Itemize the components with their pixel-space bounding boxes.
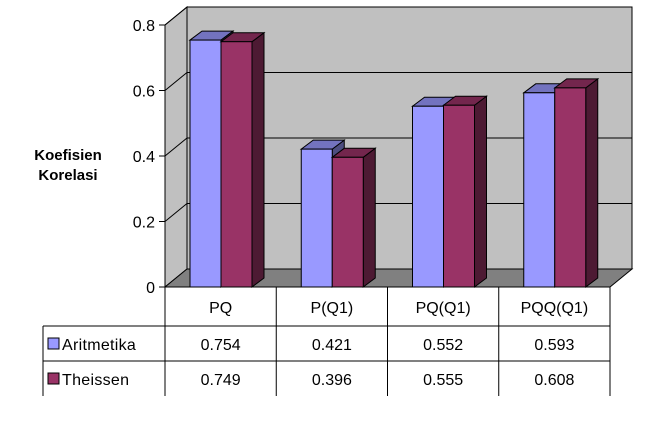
- legend-key: [47, 372, 60, 385]
- y-tick-label: 0.6: [133, 84, 155, 101]
- data-label: 0.552: [423, 337, 463, 354]
- bar-front: [554, 87, 587, 288]
- y-tick-label: 0.4: [133, 149, 155, 166]
- y-axis-label-line-2: Korelasi: [38, 167, 98, 184]
- y-axis-label: Koefisien Korelasi: [18, 146, 118, 186]
- category-label: PQ(Q1): [416, 300, 471, 317]
- bar: [219, 31, 266, 288]
- y-tick-label: 0.8: [133, 18, 155, 35]
- data-table: PQ P(Q1) PQ(Q1) PQQ(Q1) Aritmetika 0.754 0.421…: [42, 287, 611, 396]
- data-label: 0.421: [312, 337, 352, 354]
- data-label: 0.396: [312, 372, 352, 389]
- bar-side: [585, 77, 599, 288]
- bar-side: [251, 31, 265, 288]
- data-label: 0.608: [534, 372, 574, 389]
- data-label: 0.593: [534, 337, 574, 354]
- category-label: P(Q1): [311, 300, 354, 317]
- bar-side: [362, 147, 376, 288]
- bar: [553, 77, 600, 288]
- data-label: 0.749: [201, 372, 241, 389]
- y-axis-label-line-1: Koefisien: [34, 147, 102, 164]
- gridline: [164, 6, 632, 26]
- y-tick-label: 0.2: [133, 215, 155, 232]
- bar: [442, 95, 488, 288]
- bar-front: [331, 156, 364, 288]
- legend-label: Aritmetika: [62, 337, 136, 354]
- legend-key: [47, 337, 60, 350]
- data-label: 0.555: [423, 372, 463, 389]
- gridline: [164, 72, 632, 91]
- y-axis: 0 0.2 0.4 0.6 0.8: [133, 18, 166, 297]
- bar-front: [220, 41, 253, 288]
- category-label: PQQ(Q1): [521, 300, 589, 317]
- bar-front: [412, 105, 444, 288]
- bar-front: [443, 104, 475, 288]
- bar: [330, 147, 377, 288]
- bar-front: [523, 92, 556, 288]
- bar-front: [189, 39, 222, 288]
- bar-front: [300, 148, 333, 288]
- category-label: PQ: [209, 300, 232, 317]
- bar-series: [188, 30, 600, 288]
- legend-label: Theissen: [62, 372, 129, 389]
- y-tick-label: 0: [146, 280, 155, 297]
- data-label: 0.754: [201, 337, 241, 354]
- bar-side: [474, 95, 487, 288]
